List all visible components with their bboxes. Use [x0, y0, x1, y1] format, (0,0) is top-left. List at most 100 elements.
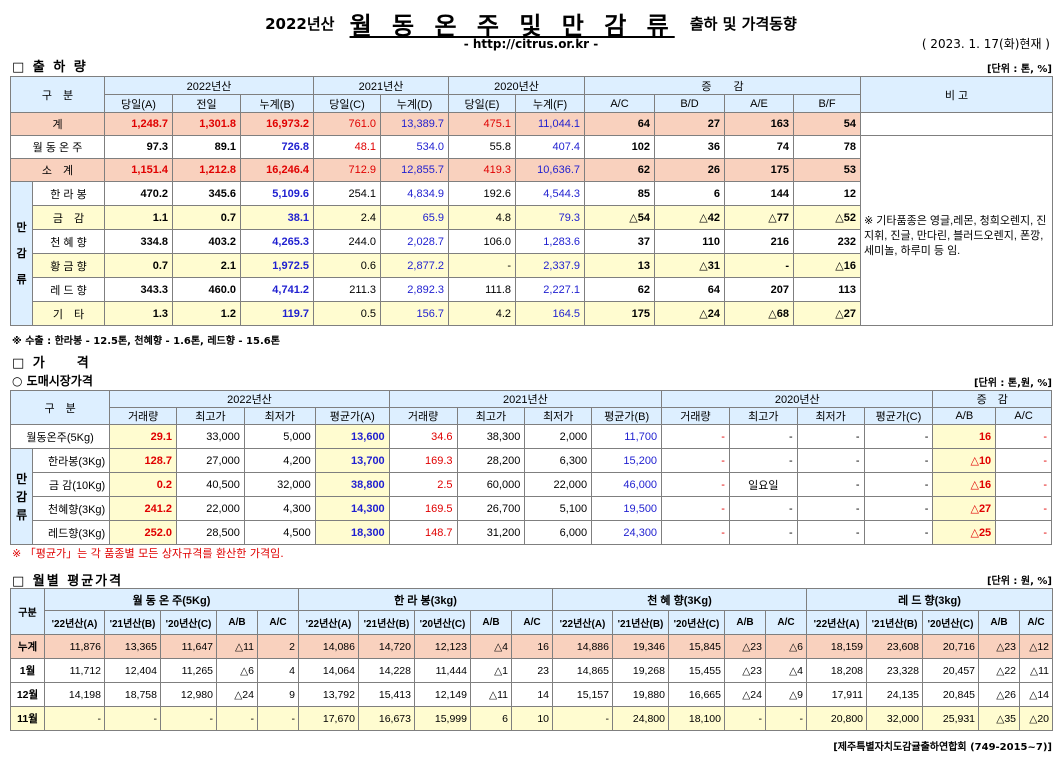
monthly-price-table: 구분 월 동 온 주(5Kg) 한 라 봉(3kg) 천 혜 향(3Kg) 레 드 향…: [10, 588, 1054, 731]
shipment-cell: 534.0: [380, 135, 449, 159]
price-cell: -: [995, 496, 1052, 521]
monthly-cell: △26: [978, 682, 1021, 707]
monthly-cell: 12,149: [414, 682, 471, 707]
monthly-cell: 10: [511, 706, 553, 731]
monthly-cell: 12,404: [104, 658, 161, 683]
monthly-cell: 14: [511, 682, 553, 707]
shipment-cell: 244.0: [313, 229, 381, 254]
price-cell: -: [661, 448, 730, 473]
price-col-header: 최저가: [243, 407, 316, 425]
shipment-unit: [단위 : 톤, %]: [986, 64, 1052, 75]
shipment-cell: 10,636.7: [515, 158, 585, 182]
price-cell: 22,000: [176, 496, 245, 521]
price-cell: 4,500: [243, 520, 316, 545]
monthly-cell: -: [257, 706, 299, 731]
shipment-header-2022: 2022년산: [104, 76, 314, 95]
shipment-cell: △68: [724, 301, 794, 326]
price-header-2020: 2020년산: [661, 390, 934, 408]
monthly-col-header: A/B: [470, 610, 512, 635]
price-cell: 33,000: [176, 424, 245, 449]
monthly-row: 11월 - - - - -17,670 16,673 15,999 6 10-24,800 18,1…: [10, 706, 1054, 731]
site-url[interactable]: - http://citrus.or.kr -: [463, 37, 599, 51]
monthly-col-header: A/C: [764, 610, 808, 635]
monthly-cell: 20,800: [806, 706, 868, 731]
monthly-cell: 24,800: [612, 706, 669, 731]
price-cell: 13,700: [314, 448, 390, 473]
price-cell: 148.7: [388, 520, 458, 545]
title-sub: 출하 및 가격동향: [689, 15, 797, 33]
price-cell: 128.7: [109, 448, 178, 473]
monthly-section-title: □ 월별 평균가격: [12, 574, 124, 589]
monthly-col-header: A/C: [1019, 610, 1054, 635]
price-row: 월동온주(5Kg) 29.1 33,000 5,000 13,600 34.6 38,300…: [9, 424, 1052, 449]
monthly-col-header: A/B: [216, 610, 258, 635]
monthly-cell: 23,328: [866, 658, 924, 683]
price-col-header: A/C: [995, 407, 1052, 425]
monthly-cell: 20,716: [922, 634, 980, 659]
monthly-cell: -: [44, 706, 105, 731]
shipment-row: 월 동 온 주 97.3 89.1 726.8 48.1 534.0 55.8 407.4 10…: [10, 135, 1053, 326]
price-row-label: 레드향(3Kg): [32, 520, 111, 545]
monthly-cell: △22: [978, 658, 1021, 683]
price-cell: 6,000: [524, 520, 593, 545]
shipment-col-header: B/F: [793, 94, 861, 113]
monthly-cell: △11: [1019, 658, 1054, 683]
shipment-cell: 163: [724, 112, 794, 136]
shipment-header-2021: 2021년산: [313, 76, 449, 95]
price-cell: -: [995, 424, 1052, 449]
shipment-cell: △52: [793, 205, 861, 230]
monthly-cell: -: [764, 706, 808, 731]
monthly-cell: 6: [470, 706, 512, 731]
shipment-cell: 110: [654, 229, 725, 254]
shipment-col-header: 누계(B): [240, 94, 314, 113]
price-row: 레드향(3Kg) 252.0 28,500 4,500 18,300 148.7 31,20…: [11, 520, 1052, 545]
monthly-cell: 16: [511, 634, 553, 659]
monthly-row: 1월 11,712 12,404 11,265 △6 4 14,064 14,228 11,44…: [10, 658, 1054, 683]
shipment-cell: 1,972.5: [240, 253, 314, 278]
price-cell: 169.5: [388, 496, 458, 521]
price-cell: 0.2: [109, 472, 178, 497]
monthly-cell: -: [104, 706, 161, 731]
monthly-col-header: A/C: [257, 610, 299, 635]
price-row-label: 월동온주(5Kg): [9, 424, 111, 449]
shipment-cell: △77: [724, 205, 794, 230]
monthly-cell: 2: [257, 634, 299, 659]
shipment-cell: 403.2: [172, 229, 241, 254]
monthly-cell: 9: [257, 682, 299, 707]
price-cell: -: [728, 424, 798, 449]
shipment-cell: 12: [793, 181, 861, 206]
shipment-cell: 1,151.4: [104, 158, 173, 182]
monthly-cell: 20,457: [922, 658, 980, 683]
price-col-header: 거래량: [109, 407, 178, 425]
price-cell: -: [995, 520, 1052, 545]
price-cell: 16: [932, 424, 997, 449]
price-cell: 26,700: [456, 496, 526, 521]
shipment-cell: -: [724, 253, 794, 278]
monthly-cell: 17,670: [298, 706, 359, 731]
shipment-header-change: 증 감: [584, 76, 861, 95]
shipment-row: 황 금 향 0.7 2.1 1,972.5 0.6 2,877.2-2,337.9 13 △3…: [11, 253, 1053, 278]
shipment-cell: 13,389.7: [380, 112, 449, 136]
monthly-cell: △23: [978, 634, 1021, 659]
shipment-cell: 2.1: [172, 253, 241, 278]
monthly-col-header: A/B: [978, 610, 1021, 635]
monthly-row-label: 11월: [10, 706, 45, 731]
shipment-cell: 111.8: [448, 277, 516, 302]
monthly-cell: 14,086: [298, 634, 359, 659]
shipment-cell: 4,834.9: [380, 181, 449, 206]
shipment-cell: △27: [793, 301, 861, 326]
shipment-cell: 2.4: [313, 205, 381, 230]
shipment-cell: 64: [584, 112, 655, 136]
monthly-cell: △20: [1019, 706, 1054, 731]
monthly-cell: △35: [978, 706, 1021, 731]
monthly-header-category: 구분: [10, 588, 45, 635]
price-cell: 252.0: [109, 520, 178, 545]
remark-text: ※ 기타품종은 영글,레몬, 청희오렌지, 진지휘, 진글, 만다린, 블러드오…: [860, 135, 1053, 326]
price-section-title: □ 가 격: [12, 356, 91, 371]
monthly-cell: 18,159: [806, 634, 868, 659]
monthly-cell: △14: [1019, 682, 1054, 707]
shipment-row: 소 계 1,151.4 1,212.8 16,246.4 712.9 12,855.7 41…: [10, 158, 1053, 182]
shipment-cell: 2,028.7: [380, 229, 449, 254]
price-cell: 28,200: [456, 448, 526, 473]
price-row: 금 감(10Kg) 0.2 40,500 32,000 38,800 2.5 60,000 2…: [11, 472, 1052, 497]
